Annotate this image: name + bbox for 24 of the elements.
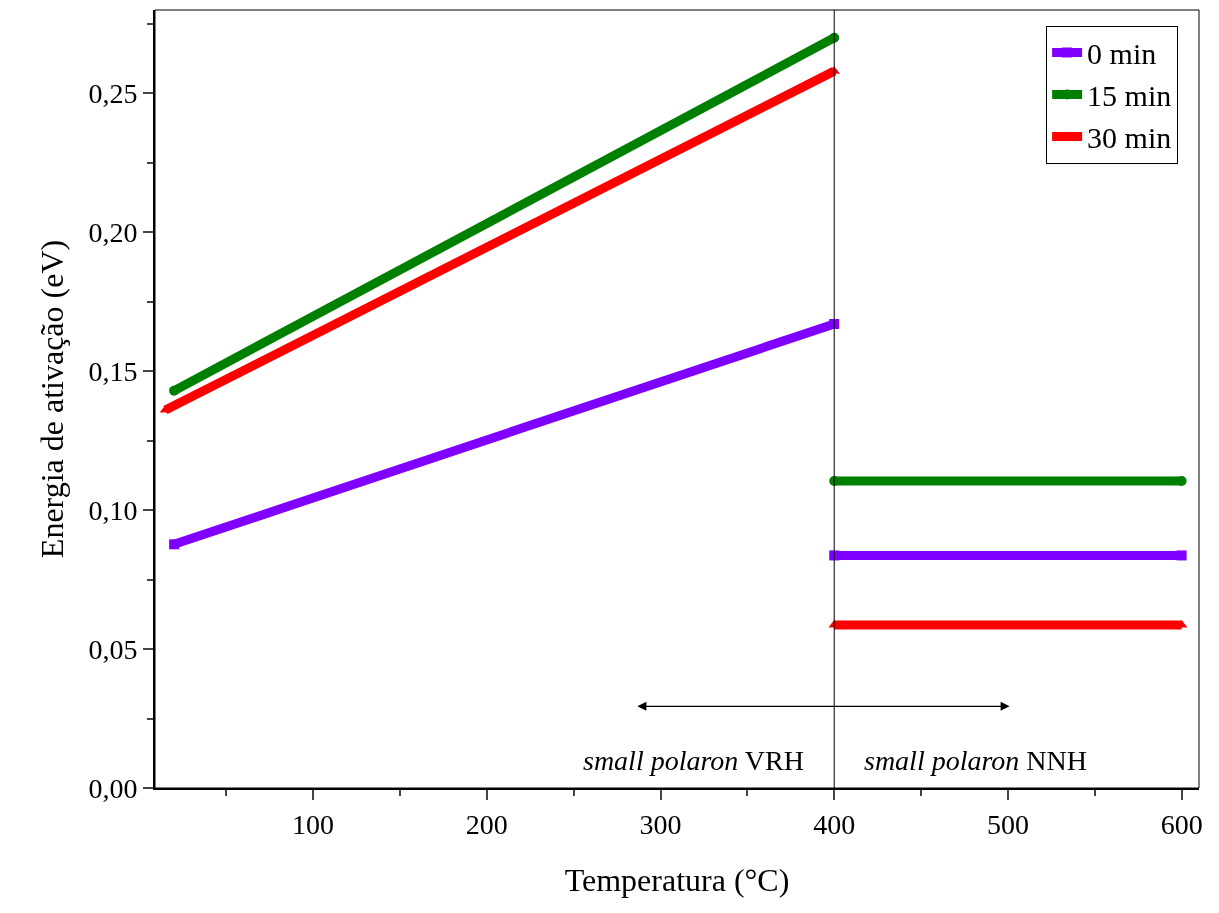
annotation: small polaron NNH — [864, 745, 1087, 776]
point — [829, 318, 840, 329]
y-tick-label: 0,15 — [88, 356, 138, 388]
annotation: small polaron VRH — [583, 745, 804, 776]
legend-label: 30 min — [1087, 121, 1172, 155]
x-tick-label: 500 — [986, 808, 1029, 840]
y-axis-title: Energia de ativação (eV) — [34, 239, 71, 559]
x-axis-title: Temperatura (°C) — [564, 862, 790, 898]
point — [169, 385, 180, 396]
y-tick-label: 0,10 — [88, 494, 138, 526]
x-tick-label: 600 — [1160, 808, 1203, 840]
legend-label: 0 min — [1087, 37, 1157, 71]
y-tick-label: 0,00 — [88, 772, 138, 804]
point — [829, 550, 840, 561]
x-tick-label: 300 — [639, 808, 682, 840]
y-tick-label: 0,05 — [88, 633, 138, 665]
point — [1176, 550, 1187, 561]
y-tick-label: 0,20 — [88, 217, 138, 249]
legend-label: 15 min — [1087, 79, 1172, 113]
x-tick-label: 200 — [465, 808, 508, 840]
y-tick-label: 0,25 — [88, 78, 138, 110]
x-tick-label: 400 — [813, 808, 856, 840]
x-tick-label: 100 — [292, 808, 335, 840]
point — [169, 539, 180, 550]
